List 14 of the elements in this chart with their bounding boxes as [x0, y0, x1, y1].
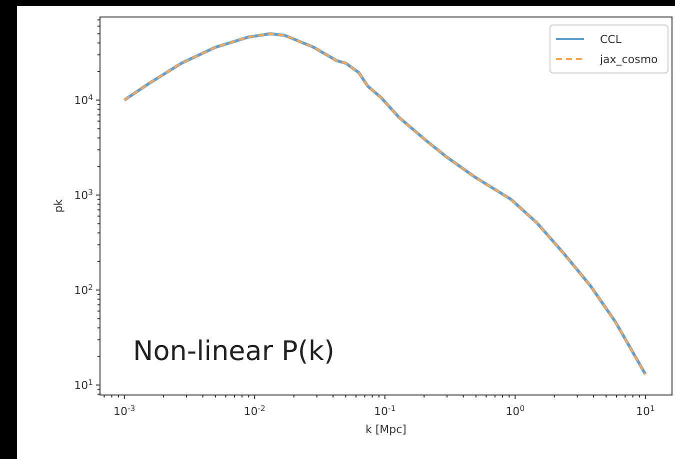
- legend-label: jax_cosmo: [599, 53, 658, 66]
- x-tick-label: 10$^{-3}$: [114, 404, 136, 418]
- y-tick-label: 10$^{1}$: [74, 378, 94, 392]
- x-tick-label: 10$^{-1}$: [374, 404, 396, 418]
- legend-label: CCL: [600, 33, 622, 46]
- y-tick-label: 10$^{3}$: [74, 188, 94, 202]
- x-tick-label: 10$^{0}$: [506, 404, 525, 418]
- x-tick-label: 10$^{-2}$: [244, 404, 266, 418]
- y-axis-title: pk: [52, 198, 65, 213]
- y-tick-label: 10$^{4}$: [74, 92, 94, 108]
- x-axis-title: k [Mpc]: [366, 423, 406, 436]
- x-tick-label: 10$^{1}$: [636, 404, 655, 418]
- y-tick-label: 10$^{2}$: [74, 282, 94, 298]
- annotation: Non-linear P(k): [133, 336, 335, 367]
